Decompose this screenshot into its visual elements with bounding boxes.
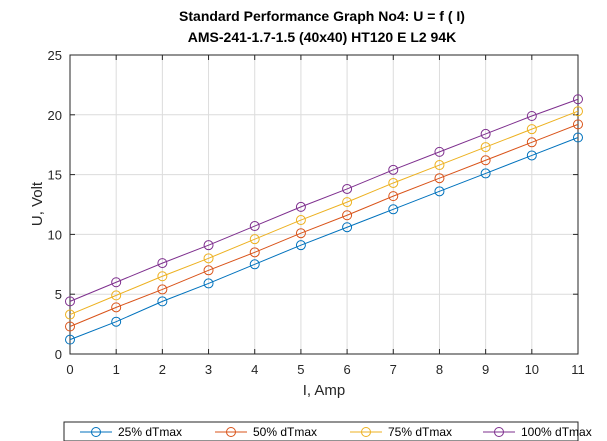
- data-point: [295, 215, 306, 226]
- data-point: [65, 334, 75, 345]
- data-point: [157, 296, 168, 307]
- data-point: [480, 142, 491, 153]
- data-point: [573, 119, 583, 130]
- legend-label: 25% dTmax: [118, 425, 182, 439]
- data-point: [388, 191, 399, 202]
- legend-swatch-marker: [91, 427, 101, 437]
- data-point: [434, 186, 445, 197]
- data-point: [203, 265, 214, 276]
- data-point: [65, 309, 75, 320]
- x-tick-label: 7: [390, 362, 397, 377]
- series-2: [65, 119, 583, 332]
- legend-label: 50% dTmax: [253, 425, 317, 439]
- data-point: [388, 204, 399, 215]
- x-axis-ticks: 0 1 2 3 4 5 6 7 8 9 10 11: [66, 55, 585, 377]
- data-point: [342, 222, 353, 233]
- series-4: [65, 94, 583, 307]
- data-point: [526, 150, 537, 161]
- y-tick-label: 25: [48, 48, 62, 63]
- data-point: [157, 258, 168, 269]
- series-line: [69, 137, 579, 341]
- data-point: [388, 177, 399, 188]
- data-point: [203, 253, 214, 264]
- data-point: [480, 128, 491, 139]
- data-point: [111, 290, 122, 301]
- data-point: [388, 164, 399, 175]
- x-tick-label: 6: [343, 362, 350, 377]
- legend-swatch-marker: [226, 427, 236, 437]
- data-point: [573, 106, 583, 117]
- series-3: [65, 106, 583, 320]
- x-tick-label: 11: [571, 362, 585, 377]
- legend-item: 25% dTmax: [80, 425, 182, 439]
- data-point: [295, 240, 306, 251]
- data-point: [249, 221, 260, 232]
- y-axis-label: U, Volt: [29, 181, 46, 226]
- y-tick-label: 15: [48, 168, 62, 183]
- data-point: [480, 168, 491, 179]
- data-point: [65, 296, 75, 307]
- data-point: [111, 277, 122, 288]
- data-point: [249, 247, 260, 258]
- data-point: [434, 173, 445, 184]
- x-axis-label: I, Amp: [303, 382, 346, 399]
- legend-swatch-marker: [361, 427, 371, 437]
- x-tick-label: 8: [436, 362, 443, 377]
- data-point: [65, 321, 75, 332]
- data-point: [157, 284, 168, 295]
- x-tick-label: 2: [159, 362, 166, 377]
- legend-item: 50% dTmax: [215, 425, 317, 439]
- series-line: [69, 123, 579, 327]
- data-point: [342, 183, 353, 194]
- legend-label: 100% dTmax: [521, 425, 592, 439]
- x-tick-label: 5: [297, 362, 304, 377]
- data-point: [203, 278, 214, 289]
- y-tick-label: 20: [48, 108, 62, 123]
- data-point: [480, 155, 491, 166]
- data-point: [249, 259, 260, 270]
- data-point: [295, 201, 306, 212]
- data-point: [526, 137, 537, 148]
- data-point: [342, 210, 353, 221]
- x-tick-label: 3: [205, 362, 212, 377]
- data-point: [111, 316, 122, 327]
- data-point: [295, 228, 306, 239]
- x-tick-label: 0: [66, 362, 73, 377]
- legend-label: 75% dTmax: [388, 425, 452, 439]
- x-tick-label: 1: [113, 362, 120, 377]
- series-line: [69, 98, 579, 302]
- x-tick-label: 9: [482, 362, 489, 377]
- data-point: [249, 234, 260, 245]
- chart-subtitle: AMS-241-1.7-1.5 (40x40) HT120 E L2 94K: [188, 29, 456, 45]
- legend: 25% dTmax 50% dTmax 75% dTmax 100% dTmax: [63, 421, 592, 441]
- y-axis-ticks: 0 5 10 15 20 25: [48, 48, 578, 362]
- legend-item: 100% dTmax: [483, 425, 592, 439]
- data-point: [573, 94, 583, 105]
- data-point: [434, 146, 445, 157]
- data-point: [573, 132, 583, 143]
- data-point: [526, 124, 537, 135]
- data-point: [203, 240, 214, 251]
- data-point: [342, 197, 353, 208]
- y-tick-label: 10: [48, 227, 62, 242]
- data-point: [157, 271, 168, 282]
- legend-box: [63, 421, 579, 441]
- y-tick-label: 5: [55, 287, 62, 302]
- y-tick-label: 0: [55, 347, 62, 362]
- grid: [70, 55, 578, 354]
- x-tick-label: 10: [525, 362, 539, 377]
- series-line: [69, 110, 579, 315]
- x-tick-label: 4: [251, 362, 258, 377]
- series-group: [65, 94, 583, 345]
- series-1: [65, 132, 583, 345]
- legend-item: 75% dTmax: [350, 425, 452, 439]
- chart-title: Standard Performance Graph No4: U = f ( …: [179, 8, 465, 24]
- data-point: [111, 302, 122, 313]
- plot-area: [69, 54, 579, 355]
- data-point: [434, 160, 445, 171]
- legend-swatch-marker: [494, 427, 504, 437]
- data-point: [526, 110, 537, 121]
